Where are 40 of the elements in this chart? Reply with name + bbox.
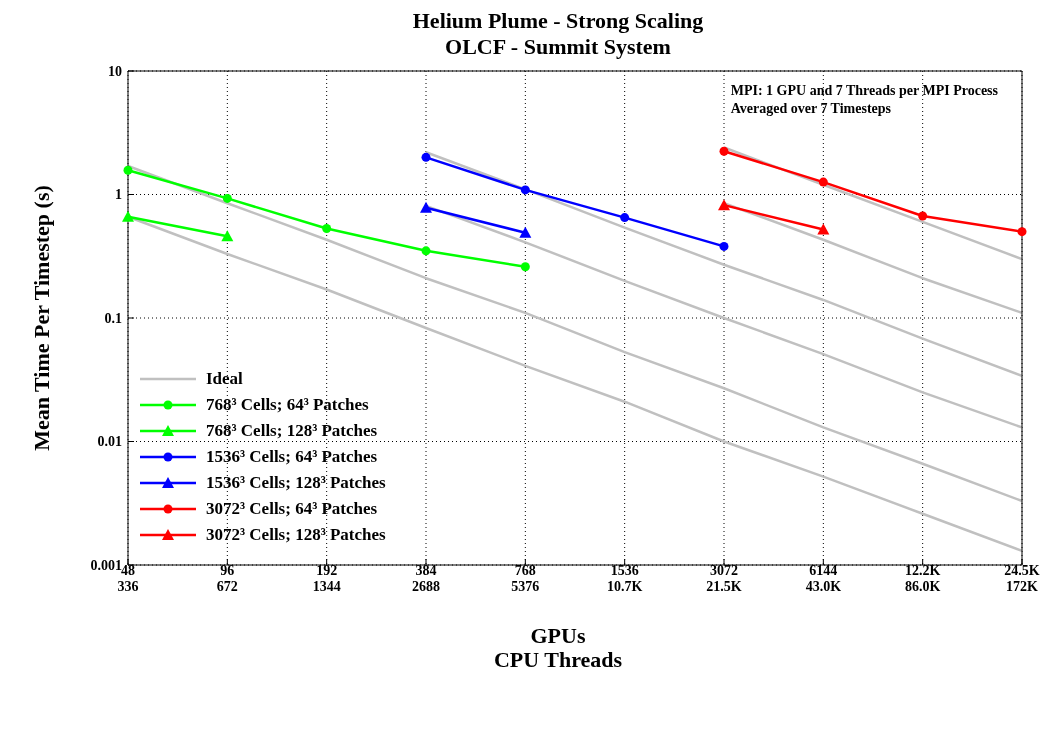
y-axis-title: Mean Time Per Timestep (s) xyxy=(28,185,54,451)
x-tick-label: 24.5K 172K xyxy=(1004,563,1040,594)
annotation: Averaged over 7 Timesteps xyxy=(730,100,893,118)
legend-label: 768³ Cells; 64³ Patches xyxy=(206,395,369,415)
x-tick-label: 12.2K 86.0K xyxy=(904,563,941,594)
point xyxy=(520,262,530,272)
point xyxy=(421,246,431,256)
x-axis-title: GPUs CPU Threads xyxy=(492,623,624,672)
point xyxy=(1017,227,1027,237)
point xyxy=(520,185,530,195)
x-tick-label: 3072 21.5K xyxy=(706,563,742,594)
point xyxy=(719,241,729,251)
point xyxy=(719,146,729,156)
point xyxy=(322,224,332,234)
legend-label: Ideal xyxy=(206,369,243,389)
annotation: MPI: 1 GPU and 7 Threads per MPI Process xyxy=(730,82,998,100)
y-tick-label: 0.1 xyxy=(104,310,122,326)
point xyxy=(222,193,232,203)
legend-label: 3072³ Cells; 128³ Patches xyxy=(206,525,386,545)
legend-label: 1536³ Cells; 128³ Patches xyxy=(206,473,386,493)
point xyxy=(918,211,928,221)
legend-label: 3072³ Cells; 64³ Patches xyxy=(206,499,378,519)
x-tick-label: 1536 10.7K xyxy=(606,563,643,594)
point xyxy=(123,165,133,175)
point xyxy=(620,213,630,223)
x-tick-label: 768 5376 xyxy=(511,563,540,594)
y-tick-label: 0.01 xyxy=(97,434,122,450)
legend-label: 768³ Cells; 128³ Patches xyxy=(206,421,378,441)
y-tick-label: 1 xyxy=(115,187,122,203)
legend-label: 1536³ Cells; 64³ Patches xyxy=(206,447,378,467)
point xyxy=(818,177,828,187)
y-tick-label: 10 xyxy=(108,63,122,79)
chart-subtitle: OLCF - Summit System xyxy=(444,34,672,60)
chart-title: Helium Plume - Strong Scaling xyxy=(411,8,705,34)
y-tick-label: 0.001 xyxy=(90,557,122,573)
x-tick-label: 6144 43.0K xyxy=(805,563,842,594)
x-tick-label: 96 672 xyxy=(216,563,238,594)
point xyxy=(421,152,431,162)
x-tick-label: 192 1344 xyxy=(312,563,341,594)
x-tick-label: 384 2688 xyxy=(412,563,440,594)
